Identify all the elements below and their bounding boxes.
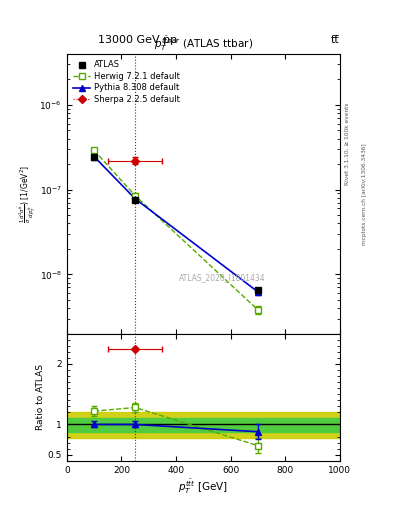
Text: 13000 GeV pp: 13000 GeV pp — [98, 35, 177, 45]
X-axis label: $p^{t\bar{t}t}_T$ [GeV]: $p^{t\bar{t}t}_T$ [GeV] — [178, 477, 228, 496]
Text: mcplots.cern.ch [arXiv:1306.3436]: mcplots.cern.ch [arXiv:1306.3436] — [362, 144, 367, 245]
Text: tt̅: tt̅ — [331, 35, 340, 45]
Text: ATLAS_2020_I1801434: ATLAS_2020_I1801434 — [179, 273, 266, 282]
Legend: ATLAS, Herwig 7.2.1 default, Pythia 8.308 default, Sherpa 2.2.5 default: ATLAS, Herwig 7.2.1 default, Pythia 8.30… — [71, 58, 183, 106]
Text: Rivet 3.1.10, ≥ 100k events: Rivet 3.1.10, ≥ 100k events — [345, 102, 350, 185]
Y-axis label: Ratio to ATLAS: Ratio to ATLAS — [36, 364, 45, 430]
Title: $p_T^{t\bar{t}bar}$ (ATLAS ttbar): $p_T^{t\bar{t}bar}$ (ATLAS ttbar) — [154, 35, 253, 53]
Y-axis label: $\frac{1}{\sigma}\frac{d^2\sigma^{t\bar{t}}}{d\,p_T^{t\bar{t}}}$) [1/GeV$^2$]: $\frac{1}{\sigma}\frac{d^2\sigma^{t\bar{… — [17, 164, 38, 223]
